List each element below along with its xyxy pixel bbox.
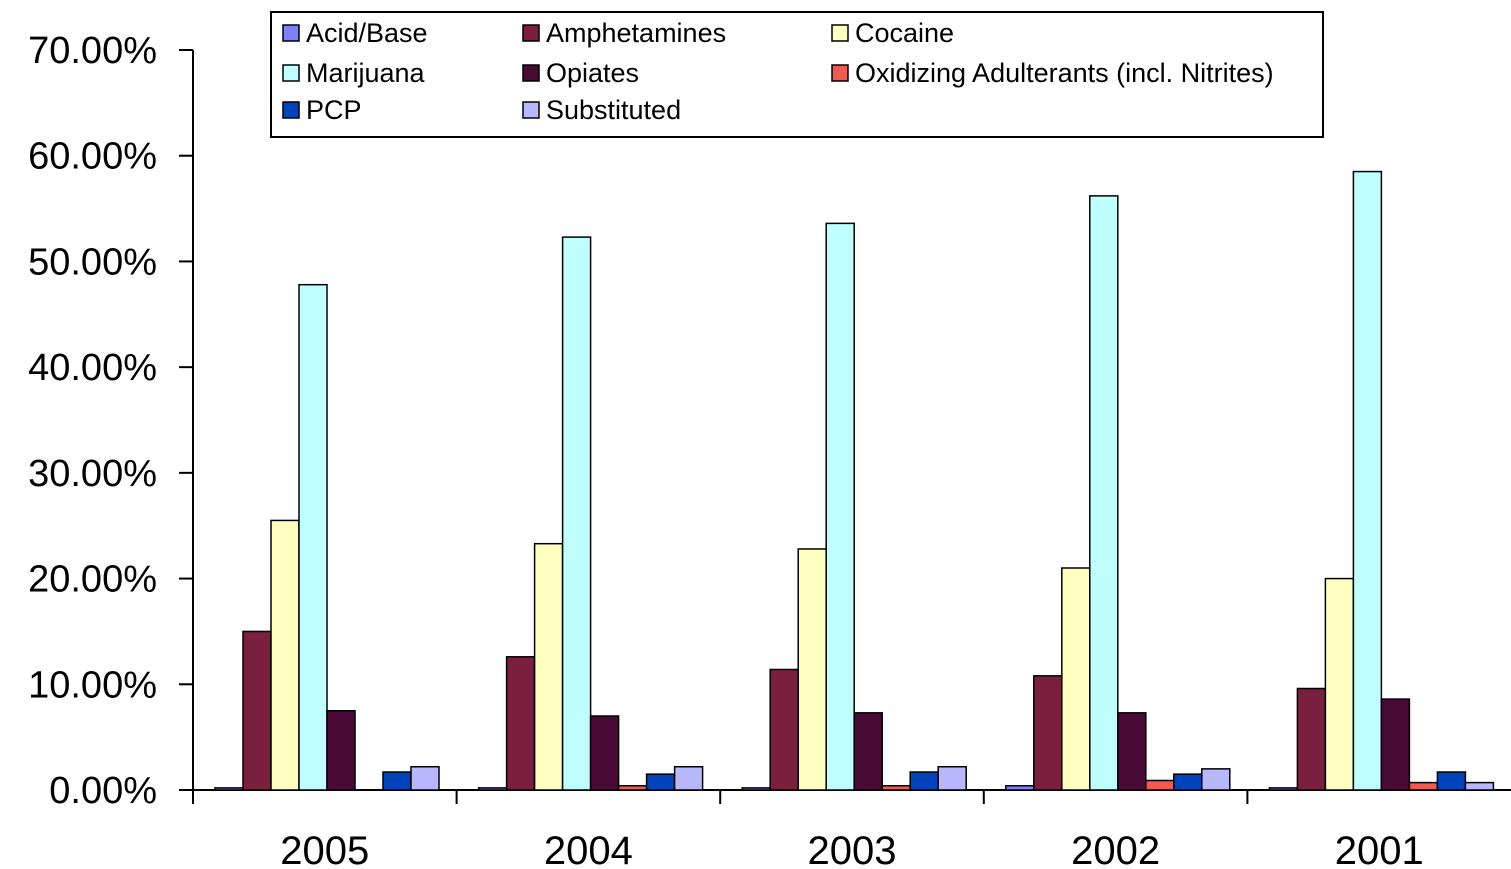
legend-swatch <box>282 101 300 119</box>
x-tick-label: 2003 <box>808 829 897 869</box>
legend-label: Oxidizing Adulterants (incl. Nitrites) <box>855 58 1274 88</box>
legend-swatch <box>522 24 540 42</box>
y-tick-label: 30.00% <box>28 453 157 495</box>
bar-substituted-2002 <box>1201 768 1231 791</box>
legend-swatch <box>282 24 300 42</box>
legend-label: Substituted <box>546 95 681 125</box>
axes: 0.00% 10.00% 20.00% 30.00% 40.00% 50.00% 60.00… <box>28 30 1511 869</box>
bar-oxidizing-adulterants-incl-nitrites--2004 <box>617 785 648 791</box>
legend: Acid/Base Amphetamines Cocaine Marijuana Opi… <box>270 11 1324 138</box>
bar-pcp-2001 <box>1436 771 1467 791</box>
bar-marijuana-2001 <box>1352 170 1383 791</box>
legend-label: Amphetamines <box>546 18 726 48</box>
bars <box>214 170 1495 791</box>
bar-cocaine-2003 <box>797 548 827 791</box>
legend-swatch <box>522 64 540 82</box>
bar-cocaine-2005 <box>270 519 300 791</box>
bar-amphetamines-2005 <box>242 630 272 791</box>
legend-swatch <box>831 64 849 82</box>
bar-amphetamines-2004 <box>505 656 536 791</box>
legend-swatch <box>522 101 540 119</box>
bar-marijuana-2002 <box>1089 195 1119 791</box>
bar-substituted-2005 <box>410 765 440 791</box>
bar-oxidizing-adulterants-incl-nitrites--2003 <box>881 785 911 791</box>
bar-substituted-2001 <box>1464 781 1495 791</box>
bar-acid-base-2001 <box>1268 787 1299 791</box>
bar-amphetamines-2001 <box>1296 687 1327 791</box>
bar-acid-base-2002 <box>1005 785 1035 791</box>
bar-acid-base-2004 <box>477 787 508 791</box>
legend-swatch <box>831 24 849 42</box>
bar-opiates-2002 <box>1117 712 1147 791</box>
y-tick-label: 40.00% <box>28 347 157 389</box>
bar-opiates-2005 <box>326 709 356 791</box>
bar-opiates-2003 <box>853 712 883 791</box>
bar-acid-base-2005 <box>214 787 244 791</box>
bar-marijuana-2003 <box>825 222 855 791</box>
legend-label: Opiates <box>546 58 639 88</box>
legend-label: Marijuana <box>306 58 426 88</box>
bar-marijuana-2005 <box>298 283 328 791</box>
bar-pcp-2003 <box>909 771 939 791</box>
bar-pcp-2005 <box>382 771 412 791</box>
bar-cocaine-2004 <box>533 542 564 791</box>
y-tick-label: 60.00% <box>28 136 157 178</box>
x-tick-label: 2005 <box>280 829 369 869</box>
legend-label: Acid/Base <box>306 18 428 48</box>
bar-cocaine-2001 <box>1324 577 1355 791</box>
y-tick-label: 20.00% <box>28 559 157 601</box>
bar-oxidizing-adulterants-incl-nitrites--2001 <box>1408 781 1439 791</box>
bar-opiates-2004 <box>589 715 620 791</box>
bar-opiates-2001 <box>1380 698 1411 791</box>
y-tick-label: 10.00% <box>28 664 157 706</box>
y-tick-label: 0.00% <box>49 770 157 812</box>
bar-pcp-2004 <box>645 773 676 791</box>
bar-marijuana-2004 <box>561 236 592 791</box>
legend-label: PCP <box>306 95 362 125</box>
y-tick-label: 50.00% <box>28 241 157 283</box>
legend-swatch <box>282 64 300 82</box>
x-tick-label: 2002 <box>1071 829 1160 869</box>
legend-label: Cocaine <box>855 18 954 48</box>
legend-box <box>270 11 1324 138</box>
bar-substituted-2003 <box>937 765 967 791</box>
bar-amphetamines-2003 <box>769 668 799 791</box>
y-tick-label: 70.00% <box>28 30 157 72</box>
bar-cocaine-2002 <box>1061 567 1091 791</box>
bar-oxidizing-adulterants-incl-nitrites--2002 <box>1145 779 1175 791</box>
bar-acid-base-2003 <box>741 787 771 791</box>
x-tick-label: 2001 <box>1335 829 1424 869</box>
x-tick-label: 2004 <box>544 829 633 869</box>
bar-amphetamines-2002 <box>1033 675 1063 791</box>
bar-pcp-2002 <box>1173 773 1203 791</box>
bar-substituted-2004 <box>673 765 704 791</box>
